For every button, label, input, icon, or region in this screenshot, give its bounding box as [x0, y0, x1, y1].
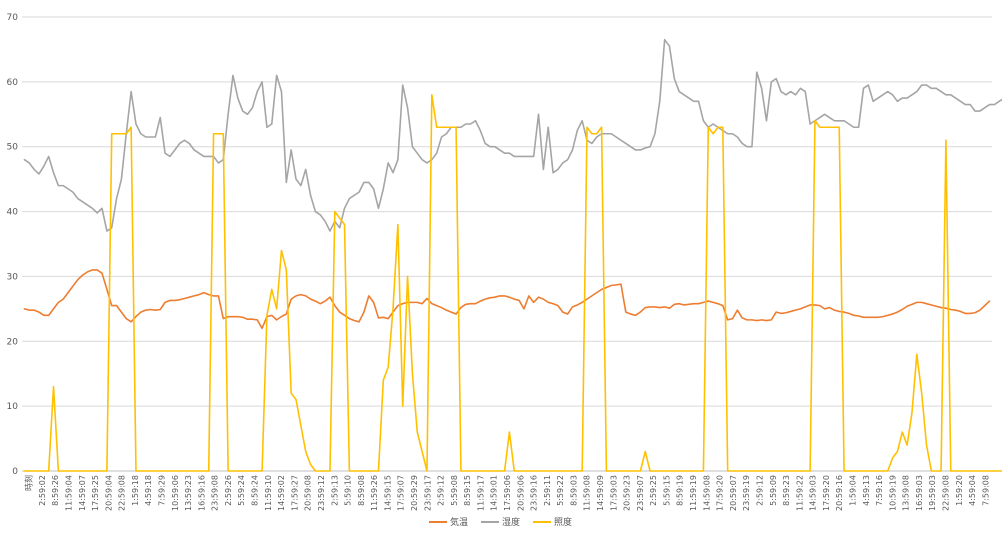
x-tick-label: 2:59:11	[543, 475, 552, 506]
x-tick-label: 20:59:16	[835, 475, 844, 511]
x-tick-label: 8:59:03	[569, 475, 578, 506]
y-tick-label: 40	[7, 208, 19, 218]
series-line-0	[23, 269, 991, 330]
y-tick-label: 30	[7, 272, 19, 282]
x-tick-label: 2:59:26	[224, 475, 233, 506]
x-tick-label: 1:59:20	[955, 475, 964, 506]
x-tick-label: 20:59:29	[410, 475, 419, 511]
x-tick-label: 19:59:03	[928, 475, 937, 511]
x-tick-label: 14:59:01	[490, 475, 499, 511]
series-line-2	[23, 94, 1002, 472]
x-tick-label: 22:59:08	[118, 475, 127, 511]
x-tick-label: 20:59:04	[104, 475, 113, 511]
y-tick-label: 60	[7, 78, 19, 88]
x-tick-label: 13:59:08	[902, 475, 911, 511]
x-tick-label: 23:59:19	[742, 475, 751, 511]
x-tick-label: 14:59:15	[383, 475, 392, 511]
x-tick-label: 5:59:09	[769, 475, 778, 506]
x-tick-label: 23:59:08	[211, 475, 220, 511]
x-tick-label: 13:59:23	[184, 475, 193, 511]
x-tick-label: 20:59:08	[304, 475, 313, 511]
x-tick-label: 7:59:08	[981, 475, 990, 506]
x-tick-label: 23:59:17	[423, 475, 432, 511]
x-tick-label: 16:59:03	[915, 475, 924, 511]
x-tick-label: 11:59:22	[795, 475, 804, 511]
x-tick-label: 2:59:12	[437, 475, 446, 506]
x-tick-label: 5:59:10	[344, 475, 353, 506]
x-tick-label: 11:59:04	[65, 475, 74, 511]
x-tick-label: 17:59:06	[503, 475, 512, 511]
x-tick-label: 20:59:07	[729, 475, 738, 511]
x-axis: 時刻 2:59:02 8:59:26 11:59:04 14:59:07 17:59:25…	[24, 475, 991, 511]
x-tick-label: 時刻	[24, 475, 34, 491]
x-tick-label: 8:59:26	[51, 475, 60, 506]
x-tick-label: 10:59:06	[171, 475, 180, 511]
x-tick-label: 4:59:13	[862, 475, 871, 506]
x-tick-label: 1:59:04	[848, 475, 857, 506]
x-tick-label: 1:59:18	[131, 475, 140, 506]
x-tick-label: 14:59:07	[78, 475, 87, 511]
legend: 気温 湿度 照度	[429, 516, 572, 528]
x-tick-label: 8:59:08	[357, 475, 366, 506]
x-tick-label: 2:59:02	[38, 475, 47, 506]
x-tick-label: 14:59:09	[596, 475, 605, 511]
series-line-1	[23, 38, 1002, 232]
y-tick-label: 20	[7, 337, 19, 347]
x-tick-label: 2:59:12	[755, 475, 764, 506]
y-tick-label: 10	[7, 402, 19, 412]
x-tick-label: 17:59:03	[609, 475, 618, 511]
x-tick-label: 8:59:15	[463, 475, 472, 506]
x-tick-label: 11:59:08	[583, 475, 592, 511]
legend-label: 照度	[554, 516, 572, 528]
x-tick-label: 7:59:29	[158, 475, 167, 506]
x-tick-label: 10:59:19	[888, 475, 897, 511]
x-tick-label: 8:59:23	[782, 475, 791, 506]
y-tick-label: 70	[7, 13, 19, 23]
legend-label: 湿度	[502, 516, 520, 528]
x-tick-label: 23:59:07	[636, 475, 645, 511]
x-tick-label: 7:59:16	[875, 475, 884, 506]
gridlines	[22, 16, 992, 472]
x-tick-label: 14:59:02	[277, 475, 286, 511]
x-tick-label: 11:59:19	[689, 475, 698, 511]
x-tick-label: 5:59:08	[450, 475, 459, 506]
x-tick-label: 14:59:03	[809, 475, 818, 511]
x-tick-label: 11:59:26	[370, 475, 379, 511]
x-tick-label: 4:59:04	[968, 475, 977, 506]
x-tick-label: 5:59:24	[237, 475, 246, 506]
x-tick-label: 17:59:20	[716, 475, 725, 511]
x-tick-label: 8:59:19	[676, 475, 685, 506]
x-tick-label: 22:59:08	[941, 475, 950, 511]
x-tick-label: 23:59:16	[530, 475, 539, 511]
x-tick-label: 11:59:17	[476, 475, 485, 511]
series-lines	[23, 38, 1002, 472]
y-axis: 0 10 20 30 40 50 60 70	[7, 13, 19, 477]
legend-label: 気温	[450, 516, 468, 528]
x-tick-label: 17:59:07	[397, 475, 406, 511]
x-tick-label: 17:59:25	[91, 475, 100, 511]
x-tick-label: 2:59:13	[330, 475, 339, 506]
x-tick-label: 4:59:18	[144, 475, 153, 506]
y-tick-label: 50	[7, 143, 19, 153]
x-tick-label: 20:59:06	[516, 475, 525, 511]
x-tick-label: 17:59:20	[822, 475, 831, 511]
x-tick-label: 14:59:08	[702, 475, 711, 511]
x-tick-label: 16:59:16	[197, 475, 206, 511]
x-tick-label: 17:59:27	[290, 475, 299, 511]
x-tick-label: 23:59:12	[317, 475, 326, 511]
x-tick-label: 20:59:23	[623, 475, 632, 511]
x-tick-label: 5:59:15	[662, 475, 671, 506]
y-tick-label: 0	[12, 467, 18, 477]
x-tick-label: 8:59:24	[251, 475, 260, 506]
x-tick-label: 5:59:22	[556, 475, 565, 506]
x-tick-label: 11:59:10	[264, 475, 273, 511]
x-tick-label: 2:59:25	[649, 475, 658, 506]
